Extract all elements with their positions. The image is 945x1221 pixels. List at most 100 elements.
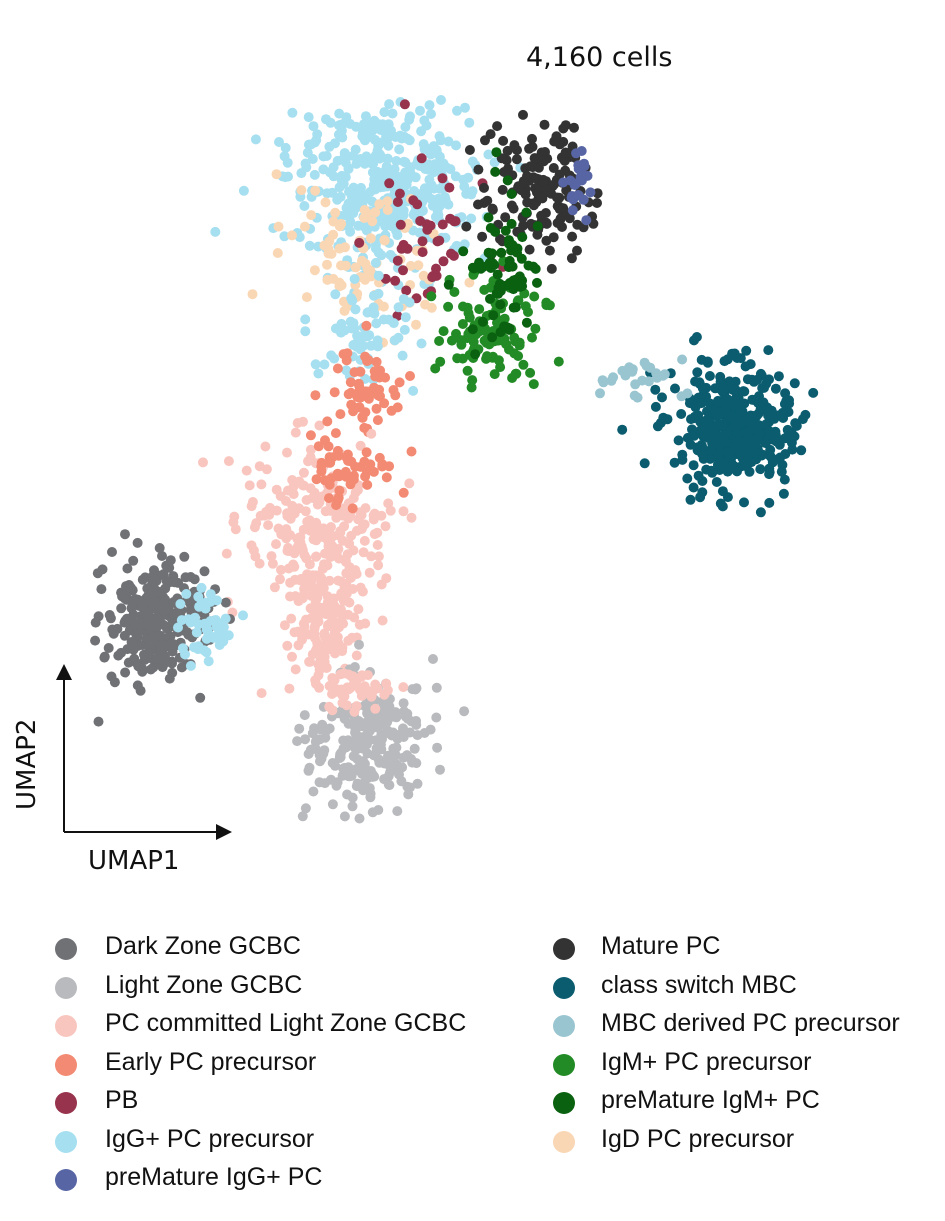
scatter-point — [776, 466, 787, 477]
scatter-point — [345, 572, 356, 583]
scatter-point — [256, 479, 267, 490]
scatter-point — [370, 257, 381, 268]
scatter-point — [424, 174, 435, 185]
scatter-point — [749, 395, 760, 405]
scatter-point — [496, 247, 507, 258]
scatter-point — [364, 567, 375, 578]
scatter-point — [434, 183, 445, 194]
scatter-point — [342, 789, 353, 800]
scatter-point — [729, 441, 740, 452]
scatter-point — [338, 618, 349, 629]
scatter-point — [120, 593, 130, 604]
scatter-point — [779, 474, 790, 485]
scatter-point — [333, 507, 344, 518]
scatter-point — [370, 207, 381, 218]
scatter-point — [137, 602, 148, 613]
scatter-point — [273, 221, 284, 232]
scatter-point — [301, 162, 312, 173]
scatter-point — [405, 371, 415, 381]
scatter-point — [309, 169, 320, 180]
scatter-point — [287, 651, 297, 662]
scatter-point — [120, 529, 130, 540]
scatter-point — [325, 548, 336, 559]
scatter-point — [167, 646, 178, 657]
scatter-point — [375, 137, 386, 148]
scatter-point — [789, 378, 800, 389]
scatter-point — [299, 201, 310, 211]
scatter-point — [485, 223, 496, 233]
scatter-point — [451, 140, 461, 151]
scatter-point — [443, 279, 454, 290]
scatter-point — [351, 341, 362, 352]
scatter-point — [128, 555, 139, 566]
scatter-point — [372, 540, 383, 550]
scatter-point — [357, 586, 368, 597]
scatter-point — [337, 770, 348, 781]
scatter-point — [347, 632, 358, 643]
scatter-point — [344, 597, 355, 608]
legend-label: Dark Zone GCBC — [105, 932, 301, 960]
scatter-point — [371, 403, 382, 414]
scatter-point — [360, 135, 370, 146]
scatter-point — [313, 670, 324, 681]
scatter-point — [553, 356, 564, 367]
scatter-point — [290, 664, 301, 675]
scatter-point — [652, 421, 663, 432]
scatter-point — [764, 469, 775, 480]
scatter-point — [539, 119, 550, 130]
scatter-point — [299, 583, 310, 594]
scatter-point — [755, 464, 766, 475]
scatter-point — [146, 572, 157, 583]
scatter-point — [250, 551, 261, 562]
scatter-point — [255, 510, 266, 521]
scatter-point — [688, 460, 699, 471]
scatter-point — [299, 221, 310, 232]
scatter-point — [359, 535, 370, 546]
scatter-point — [359, 213, 370, 223]
scatter-point — [345, 377, 356, 388]
scatter-point — [399, 99, 410, 110]
scatter-point — [412, 778, 423, 789]
scatter-point — [559, 155, 570, 166]
scatter-point — [352, 778, 363, 789]
scatter-point — [322, 416, 333, 427]
scatter-point — [338, 735, 349, 746]
scatter-point — [491, 147, 502, 158]
scatter-point — [331, 618, 341, 629]
scatter-point — [497, 184, 508, 195]
scatter-point — [406, 446, 417, 457]
scatter-point — [251, 518, 262, 529]
scatter-point — [791, 420, 802, 431]
scatter-point — [479, 284, 490, 295]
scatter-point — [128, 595, 139, 606]
scatter-point — [304, 240, 315, 251]
scatter-point — [716, 406, 727, 417]
scatter-point — [469, 263, 480, 274]
scatter-point — [457, 319, 468, 329]
legend-swatch — [553, 1053, 575, 1076]
scatter-point — [380, 521, 391, 532]
scatter-point — [398, 239, 409, 250]
scatter-point — [351, 764, 361, 775]
scatter-point — [724, 376, 735, 387]
scatter-point — [391, 156, 402, 166]
scatter-point — [541, 297, 552, 308]
scatter-point — [477, 231, 488, 242]
scatter-point — [468, 336, 479, 347]
scatter-point — [392, 197, 403, 207]
scatter-point — [551, 131, 562, 142]
scatter-point — [461, 221, 472, 232]
scatter-point — [185, 660, 196, 671]
scatter-point — [336, 591, 347, 601]
scatter-point — [458, 246, 469, 257]
scatter-point — [366, 689, 377, 700]
scatter-point — [383, 140, 394, 151]
scatter-point — [369, 711, 380, 722]
legend-swatch — [55, 1169, 77, 1191]
scatter-point — [434, 336, 445, 346]
scatter-point — [524, 244, 535, 255]
scatter-point — [387, 108, 398, 119]
scatter-point — [365, 792, 376, 803]
scatter-point — [343, 762, 354, 773]
scatter-point — [726, 410, 736, 421]
